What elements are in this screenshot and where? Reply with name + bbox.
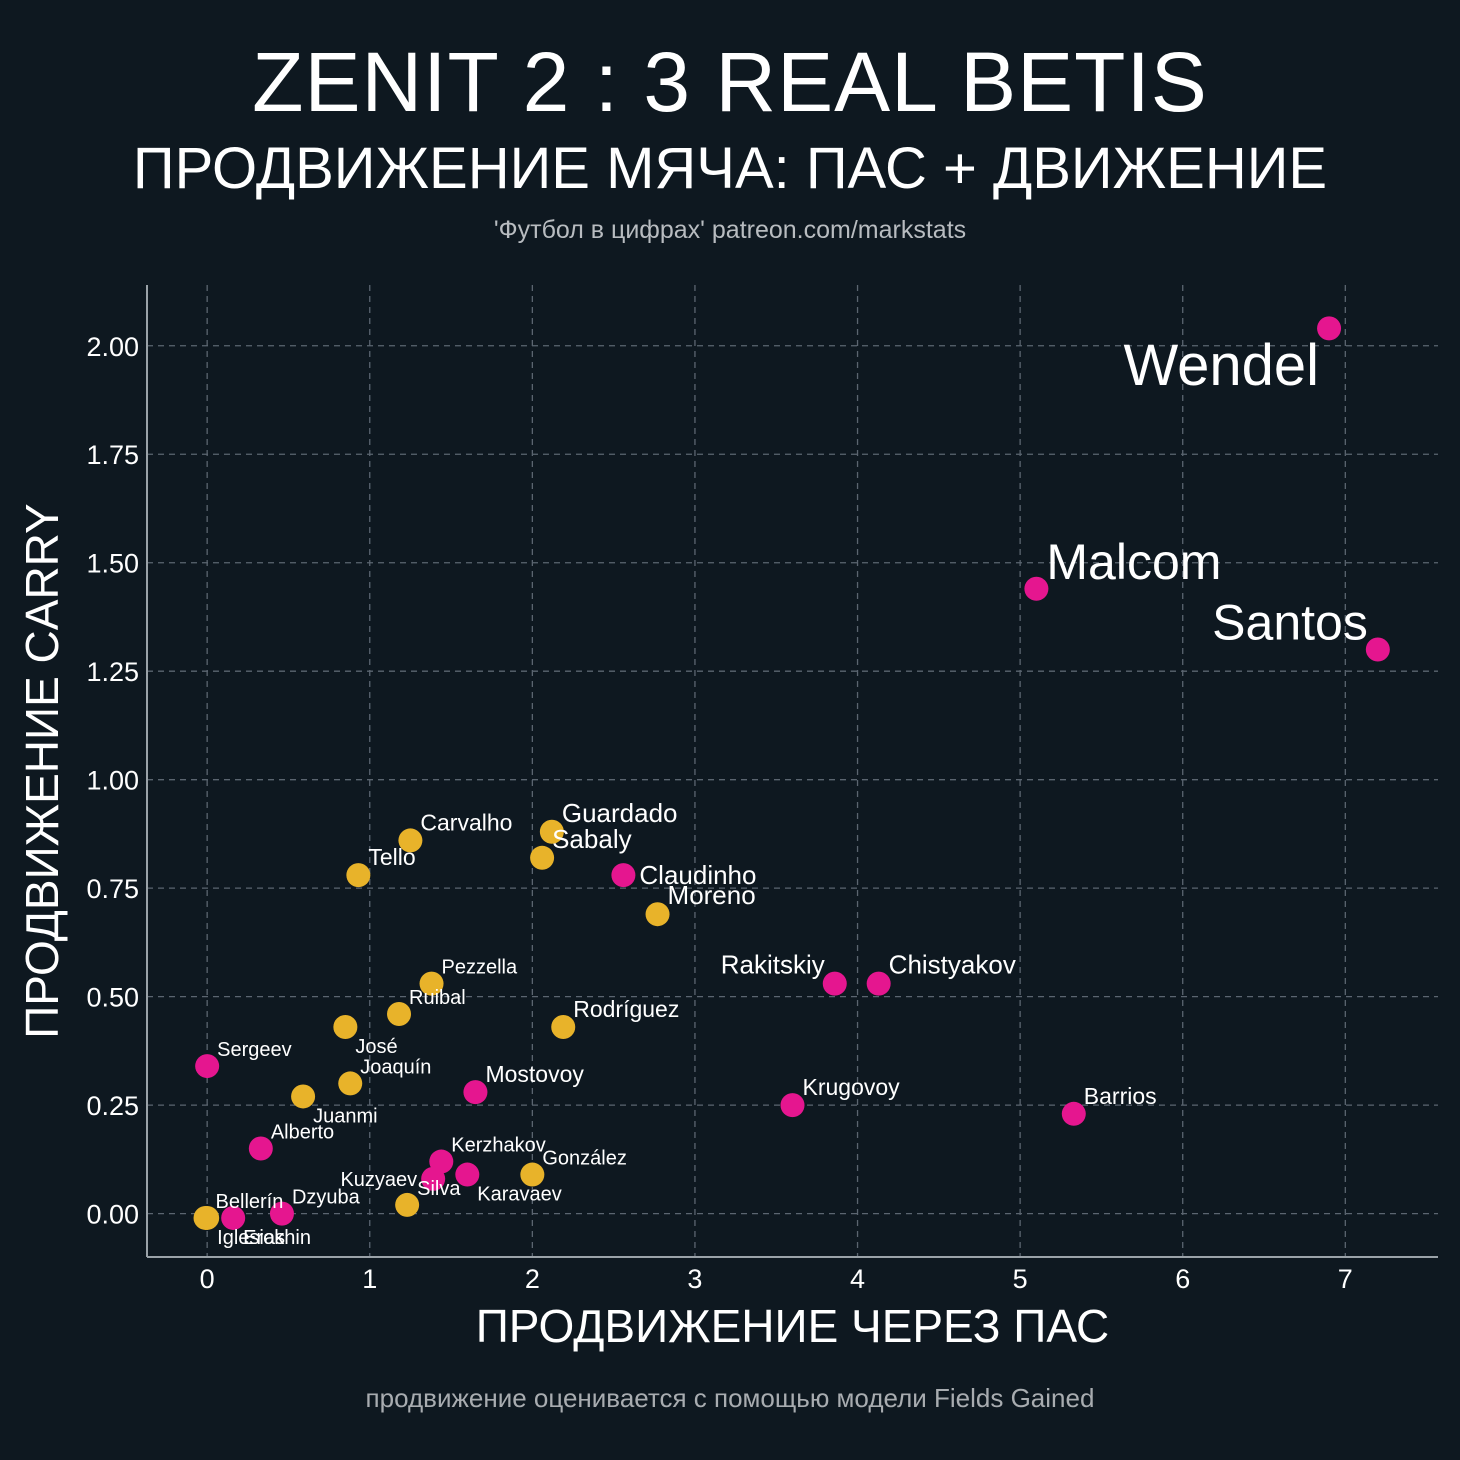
point-label-sabaly: Sabaly (552, 824, 632, 854)
y-tick-label: 0.75 (86, 874, 139, 904)
y-tick-label: 0.50 (86, 983, 139, 1013)
point-label-moreno: Moreno (668, 880, 756, 910)
point-barrios (1061, 1101, 1086, 1126)
point-label-wendel: Wendel (1123, 333, 1319, 398)
point-carvalho (398, 828, 423, 853)
point-label-ruibal: Ruibal (409, 987, 466, 1009)
point-label-claudinho: Claudinho (639, 860, 756, 890)
x-tick-label: 0 (200, 1264, 215, 1294)
y-tick-label: 1.50 (86, 549, 139, 579)
x-tick-label: 6 (1175, 1264, 1190, 1294)
y-tick-label: 1.00 (86, 766, 139, 796)
y-tick-label: 1.25 (86, 657, 139, 687)
point-label-iglesias: Iglesias (217, 1227, 285, 1249)
footnote: продвижение оценивается с помощью модели… (365, 1383, 1095, 1413)
point-alberto (248, 1136, 273, 1161)
point-rodríguez (551, 1015, 576, 1040)
x-tick-label: 1 (362, 1264, 377, 1294)
x-tick-label: 3 (687, 1264, 702, 1294)
point-erokhin (221, 1205, 246, 1230)
point-label-tello: Tello (368, 844, 415, 870)
x-tick-label: 5 (1013, 1264, 1028, 1294)
point-label-joaquín: Joaquín (360, 1056, 431, 1078)
source-credit: 'Футбол в цифрах' patreon.com/markstats (493, 216, 967, 244)
point-chistyakov (866, 971, 891, 996)
point-rakitskiy (822, 971, 847, 996)
point-label-kuzyaev: Kuzyaev (340, 1169, 417, 1191)
point-label-rakitskiy: Rakitskiy (721, 950, 825, 980)
y-tick-label: 2.00 (86, 332, 139, 362)
point-krugovoy (780, 1093, 805, 1118)
point-santos (1365, 637, 1390, 662)
point-juanmi (291, 1084, 316, 1109)
point-label-karavaev: Karavaev (477, 1184, 562, 1206)
point-tello (346, 863, 371, 888)
point-sergeev (195, 1054, 220, 1079)
point-dzyuba (269, 1201, 294, 1226)
point-label-carvalho: Carvalho (420, 809, 512, 835)
x-axis-title: ПРОДВИЖЕНИЕ ЧЕРЕЗ ПАС (476, 1300, 1110, 1352)
point-label-malcom: Malcom (1046, 534, 1221, 590)
point-ruibal (387, 1002, 412, 1026)
point-karavaev (455, 1162, 480, 1187)
point-iglesias (195, 1205, 220, 1230)
point-label-silva: Silva (417, 1178, 461, 1200)
point-gonzález (520, 1162, 545, 1187)
grid-lines (147, 285, 1438, 1257)
point-label-juanmi: Juanmi (313, 1105, 377, 1127)
point-malcom (1024, 576, 1049, 601)
point-label-alberto: Alberto (271, 1122, 334, 1144)
axes (146, 285, 1438, 1258)
point-label-mostovoy: Mostovoy (485, 1061, 584, 1087)
x-tick-label: 2 (525, 1264, 540, 1294)
x-tick-labels: 0 1 2 3 4 5 6 7 (200, 1264, 1353, 1294)
point-joaquín (338, 1071, 363, 1096)
chart-title: ZENIT 2 : 3 REAL BETIS (252, 35, 1208, 129)
point-label-gonzález: González (542, 1148, 627, 1170)
point-label-krugovoy: Krugovoy (803, 1074, 901, 1100)
point-label-sergeev: Sergeev (217, 1039, 292, 1061)
point-josé (333, 1015, 358, 1040)
point-label-chistyakov: Chistyakov (889, 950, 1016, 980)
point-pezzella (419, 971, 444, 996)
point-label-kerzhakov: Kerzhakov (451, 1135, 546, 1157)
point-label-pezzella: Pezzella (442, 957, 518, 979)
x-tick-label: 4 (850, 1264, 865, 1294)
point-label-bellerín: Bellerín (216, 1191, 284, 1213)
point-label-erokhin: Erokhin (243, 1227, 311, 1249)
point-silva (395, 1192, 420, 1217)
point-label-barrios: Barrios (1084, 1083, 1157, 1109)
x-tick-label: 7 (1338, 1264, 1353, 1294)
point-mostovoy (463, 1080, 488, 1105)
point-guardado (539, 819, 564, 844)
chart-subtitle: ПРОДВИЖЕНИЕ МЯЧА: ПАС + ДВИЖЕНИЕ (132, 136, 1328, 201)
data-points (193, 316, 1390, 1230)
y-tick-label: 0.00 (86, 1200, 139, 1230)
point-label-rodríguez: Rodríguez (573, 996, 679, 1022)
y-tick-labels: 0.00 0.25 0.50 0.75 1.00 1.25 1.50 1.75 2.00 (86, 332, 139, 1230)
y-tick-label: 1.75 (86, 440, 139, 470)
point-label-santos: Santos (1212, 595, 1368, 651)
point-moreno (645, 902, 670, 927)
point-kuzyaev (421, 1166, 446, 1191)
point-sabaly (530, 845, 555, 870)
point-wendel (1317, 316, 1342, 341)
y-tick-label: 0.25 (86, 1091, 139, 1121)
point-label-guardado: Guardado (562, 798, 678, 828)
point-label-josé: José (355, 1036, 397, 1058)
y-axis-title: ПРОДВИЖЕНИЕ CARRY (16, 503, 68, 1039)
point-claudinho (611, 863, 636, 888)
point-label-dzyuba: Dzyuba (292, 1187, 361, 1209)
